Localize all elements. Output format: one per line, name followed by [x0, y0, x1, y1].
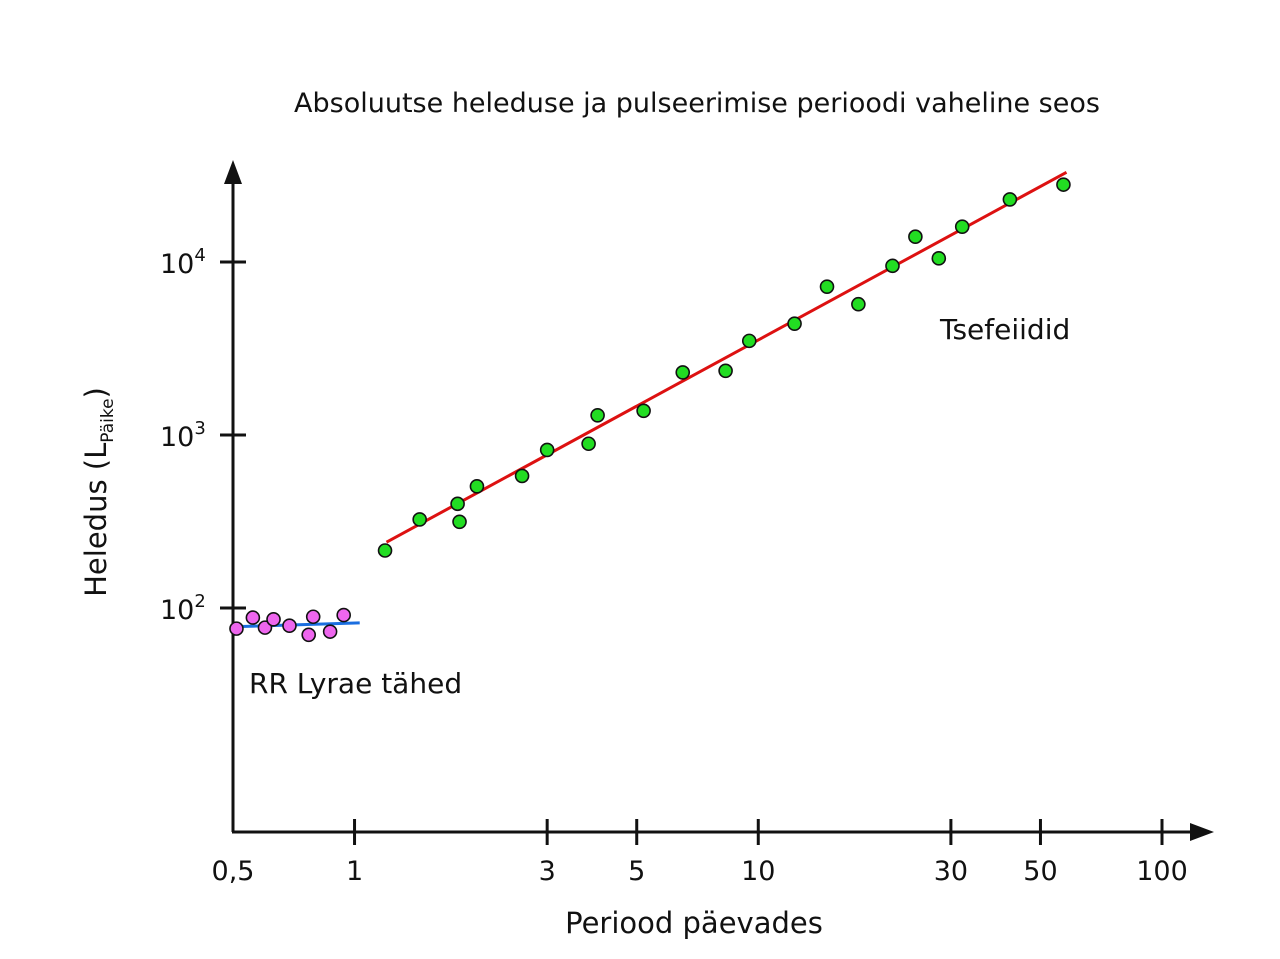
y-tick-base: 10: [160, 422, 194, 453]
cepheid-point: [908, 229, 923, 245]
y-tick-label: 102: [160, 591, 206, 626]
cepheid-label: Tsefeiidid: [939, 313, 1070, 346]
y-axis-title-subscript: Päike: [98, 398, 118, 442]
cepheid-point: [452, 514, 467, 530]
data-points: [229, 177, 1071, 643]
cepheid-point: [885, 258, 900, 274]
y-tick-exponent: 4: [194, 245, 205, 266]
cepheid-point: [851, 296, 866, 312]
cepheid-point: [450, 496, 465, 512]
cepheid-fit-line: [385, 170, 1068, 544]
rr-lyrae-label: RR Lyrae tähed: [249, 667, 462, 700]
rr-lyrae-point: [266, 612, 281, 627]
x-axis-title: Periood päevades: [565, 906, 823, 940]
x-tick-label: 100: [1136, 856, 1188, 887]
x-ticks: 0,5 1 3 5 10 30 50 100: [212, 819, 1188, 887]
x-tick-label: 3: [539, 856, 556, 887]
y-axis-title-text: Heledus (LPäike): [79, 387, 118, 597]
cepheid-point: [741, 333, 757, 349]
cepheid-point: [539, 442, 555, 458]
cepheid-point: [469, 479, 485, 494]
cepheid-point: [954, 219, 970, 234]
rr-lyrae-point: [305, 609, 321, 625]
rr-lyrae-fit-line: [236, 621, 360, 629]
y-axis-title: Heledus (LPäike): [79, 387, 118, 597]
cepheid-point: [931, 251, 947, 266]
x-tick-label: 5: [628, 856, 645, 887]
x-tick-label: 10: [741, 856, 775, 887]
fit-lines: [236, 170, 1068, 629]
cepheid-point: [412, 512, 427, 527]
y-tick-base: 10: [160, 595, 194, 626]
chart-title: Absoluutse heleduse ja pulseerimise peri…: [294, 88, 1100, 119]
x-axis-arrow: [1190, 823, 1214, 841]
cepheid-point: [787, 316, 802, 331]
cepheid-point: [675, 365, 691, 380]
cepheid-point: [514, 468, 530, 484]
rr-lyrae-point: [257, 620, 273, 635]
x-tick-label: 0,5: [212, 856, 255, 887]
y-tick-label: 104: [160, 245, 206, 280]
cepheid-point: [581, 436, 596, 452]
rr-lyrae-point: [322, 624, 338, 639]
cepheid-point: [590, 407, 605, 423]
rr-lyrae-point: [282, 618, 297, 634]
y-axis-arrow: [224, 160, 242, 184]
cepheid-point: [636, 403, 651, 419]
x-tick-label: 50: [1023, 856, 1057, 887]
axes: [224, 160, 1214, 841]
rr-lyrae-point: [229, 621, 244, 636]
y-tick-exponent: 3: [194, 418, 205, 439]
y-tick-label: 103: [160, 418, 206, 453]
cepheid-point: [377, 543, 393, 558]
cepheid-point: [718, 363, 733, 379]
x-tick-label: 30: [934, 856, 968, 887]
y-axis-title-main: Heledus (L: [79, 443, 113, 597]
y-tick-exponent: 2: [194, 591, 205, 612]
cepheid-point: [1002, 192, 1018, 207]
cepheid-point: [1056, 177, 1071, 192]
y-axis-title-close: ): [79, 387, 113, 398]
y-tick-base: 10: [160, 249, 194, 280]
rr-lyrae-point: [245, 610, 261, 625]
cepheid-point: [819, 279, 835, 294]
rr-lyrae-point: [301, 627, 317, 643]
x-tick-label: 1: [346, 856, 363, 887]
annotations: RR Lyrae tähed Tsefeiidid: [249, 313, 1070, 700]
rr-lyrae-point: [336, 607, 351, 623]
